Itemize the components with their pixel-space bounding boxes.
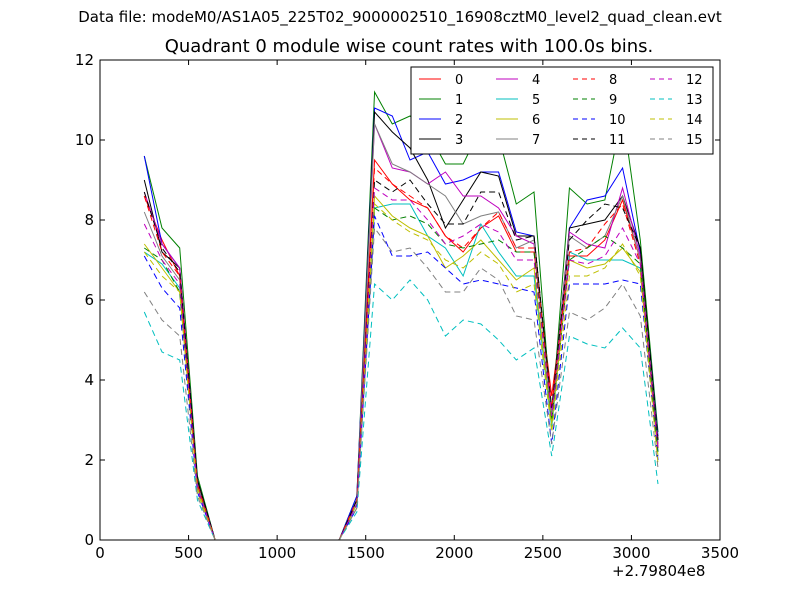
y-tick-label: 10 [75, 131, 94, 149]
series-line-4 [143, 123, 659, 540]
chart-suptitle: Data file: modeM0/AS1A05_225T02_90000025… [78, 8, 722, 26]
y-tick-label: 2 [84, 451, 94, 469]
y-tick-label: 8 [84, 211, 94, 229]
series-line-13 [143, 279, 659, 540]
legend-label-3: 3 [455, 133, 463, 148]
x-tick-label: 3500 [701, 544, 739, 562]
series-line-6 [143, 194, 659, 540]
series-line-11 [143, 179, 659, 540]
x-axis-offset-label: +2.79804e8 [612, 562, 706, 580]
y-tick-label: 6 [84, 291, 94, 309]
legend-label-14: 14 [686, 113, 703, 128]
legend-label-1: 1 [455, 93, 463, 108]
series-line-8 [143, 166, 659, 540]
series-line-2 [143, 107, 659, 540]
x-tick-label: 2000 [435, 544, 473, 562]
series-line-12 [143, 187, 659, 540]
series-line-1 [143, 90, 659, 540]
legend-label-9: 9 [609, 93, 617, 108]
series-line-9 [144, 207, 659, 540]
x-tick-label: 2500 [524, 544, 562, 562]
legend-label-0: 0 [455, 73, 463, 88]
series-line-3 [143, 110, 659, 540]
legend-label-6: 6 [532, 113, 540, 128]
series-line-0 [143, 158, 659, 540]
x-tick-label: 0 [95, 544, 105, 562]
x-tick-label: 500 [174, 544, 203, 562]
series-line-14 [143, 202, 659, 540]
legend-label-15: 15 [686, 133, 703, 148]
x-tick-label: 1500 [347, 544, 385, 562]
legend-label-8: 8 [609, 73, 617, 88]
series-line-7 [143, 123, 659, 540]
series-line-10 [143, 215, 659, 540]
x-tick-label: 1000 [258, 544, 296, 562]
legend-label-13: 13 [686, 93, 703, 108]
y-tick-label: 12 [75, 51, 94, 69]
series-line-15 [143, 226, 659, 540]
series-line-5 [144, 203, 659, 540]
legend-label-11: 11 [609, 133, 626, 148]
legend-label-2: 2 [455, 113, 463, 128]
legend-label-4: 4 [532, 73, 540, 88]
y-tick-label: 0 [84, 531, 94, 549]
series-layer [143, 90, 659, 540]
legend-label-5: 5 [532, 93, 540, 108]
legend-label-12: 12 [686, 73, 703, 88]
legend-label-10: 10 [609, 113, 626, 128]
chart-title: Quadrant 0 module wise count rates with … [164, 36, 654, 57]
y-tick-label: 4 [84, 371, 94, 389]
x-tick-label: 3000 [612, 544, 650, 562]
legend-label-7: 7 [532, 133, 540, 148]
